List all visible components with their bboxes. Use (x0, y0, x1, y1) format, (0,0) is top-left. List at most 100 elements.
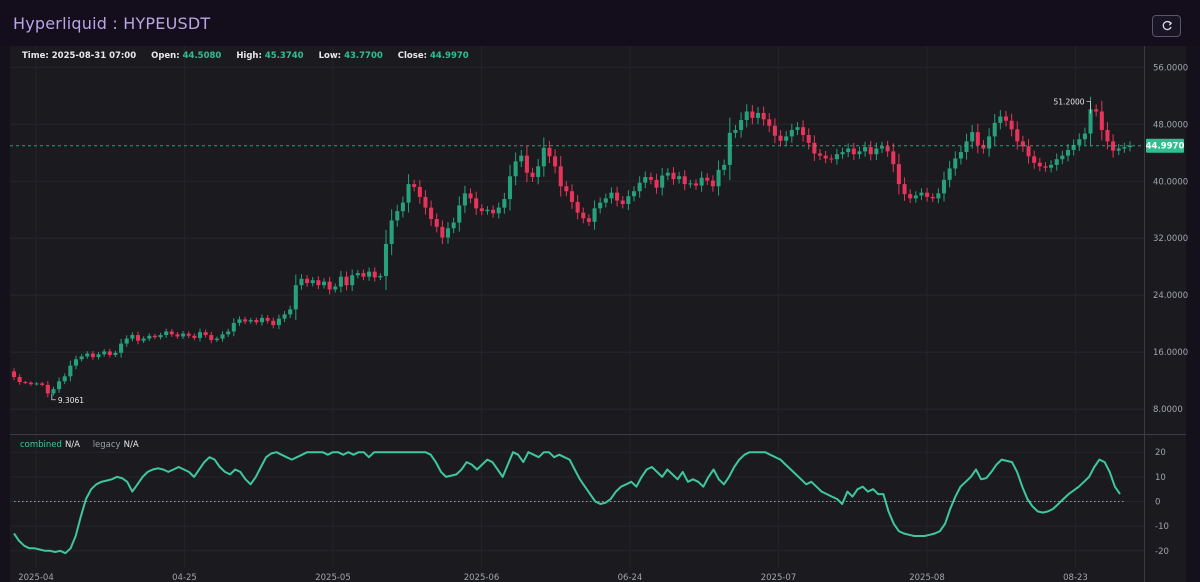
candle (688, 179, 693, 188)
candle-body (874, 148, 879, 155)
candle-body (378, 275, 383, 278)
candle (925, 187, 930, 202)
candle-body (412, 184, 417, 187)
candle (941, 171, 947, 202)
close-value: 44.9970 (429, 51, 469, 61)
candle-body (553, 156, 558, 167)
candle-body (840, 152, 845, 155)
candle (970, 124, 975, 149)
candle (1009, 113, 1014, 137)
candle (45, 381, 50, 398)
candle (389, 209, 394, 256)
candle-body (1116, 148, 1121, 151)
close-label: Close: (397, 51, 427, 61)
candle (1026, 139, 1031, 164)
candle (801, 120, 806, 142)
candle (817, 149, 823, 161)
candle-body (395, 211, 400, 221)
candle-body (350, 275, 355, 286)
candle (305, 275, 310, 287)
candle (660, 167, 665, 196)
price-annotations: 51.2000 9.3061 (51, 98, 1091, 405)
candle (637, 176, 642, 198)
candle (772, 118, 777, 144)
price-tick-label: 16.0000 (1153, 348, 1188, 358)
candle-body (45, 384, 50, 394)
candle-body (1088, 109, 1093, 134)
candle-body (513, 161, 518, 177)
candle (626, 190, 631, 211)
candle-body (485, 209, 490, 212)
candle (755, 106, 761, 124)
candle (237, 316, 242, 326)
candle (90, 350, 95, 360)
candle-body (592, 208, 597, 222)
candle-body (440, 226, 445, 238)
candle-body (902, 184, 907, 195)
candle (947, 160, 952, 188)
indicator-tick-label: 10 (1155, 473, 1166, 483)
candle-body (68, 365, 73, 377)
candle-body (51, 389, 56, 394)
candle (936, 188, 941, 204)
candle-body (254, 320, 259, 323)
candle (243, 316, 248, 324)
candle (367, 267, 372, 281)
candle (141, 336, 146, 344)
candle-body (970, 132, 975, 142)
time-tick-label: 08-23 (1063, 573, 1088, 582)
candle-body (181, 333, 186, 337)
candle-body (158, 335, 163, 338)
candle (496, 202, 501, 219)
candle-body (812, 142, 817, 154)
candle-body (891, 151, 896, 165)
refresh-button[interactable] (1152, 15, 1181, 37)
candle (423, 190, 428, 215)
price-tick-label: 56.0000 (1153, 63, 1188, 73)
candle-body (581, 212, 586, 219)
candle (1037, 157, 1042, 172)
min-annotation-label: 9.3061 (58, 396, 84, 405)
candle (231, 318, 236, 337)
page-title: Hyperliquid : HYPEUSDT (13, 14, 211, 33)
candle (569, 184, 575, 209)
candle-body (660, 175, 665, 188)
candle-body (96, 354, 101, 358)
candle (665, 168, 670, 181)
chart-area[interactable] (10, 46, 1186, 582)
candle-body (603, 198, 608, 203)
candle-body (406, 184, 411, 203)
candle (964, 133, 969, 160)
candle-body (547, 147, 552, 157)
candle-body (586, 218, 591, 222)
candle-body (192, 335, 197, 338)
candle-body (1015, 129, 1020, 142)
candle-body (276, 318, 281, 326)
candle-body (316, 280, 321, 286)
candle (823, 150, 828, 164)
candle-body (896, 164, 901, 185)
time-tick-label: 04-25 (172, 573, 197, 582)
candle (863, 141, 868, 157)
candle (581, 207, 586, 224)
candle (586, 214, 591, 227)
candle (609, 187, 614, 204)
candle-body (941, 179, 947, 194)
candle (846, 143, 851, 158)
candle (891, 143, 896, 173)
candle (654, 173, 659, 194)
candle-body (795, 127, 800, 131)
candle (344, 271, 349, 291)
candle-body (367, 271, 372, 277)
combined-legend-label: combined (20, 440, 62, 450)
candle (789, 123, 794, 143)
candle-body (429, 207, 434, 219)
candle (857, 146, 862, 159)
candle-body (383, 243, 389, 276)
candle (919, 188, 924, 200)
candle (395, 204, 400, 227)
candle-body (40, 383, 45, 385)
candle (491, 205, 496, 218)
app-header: Hyperliquid : HYPEUSDT (0, 0, 1200, 46)
